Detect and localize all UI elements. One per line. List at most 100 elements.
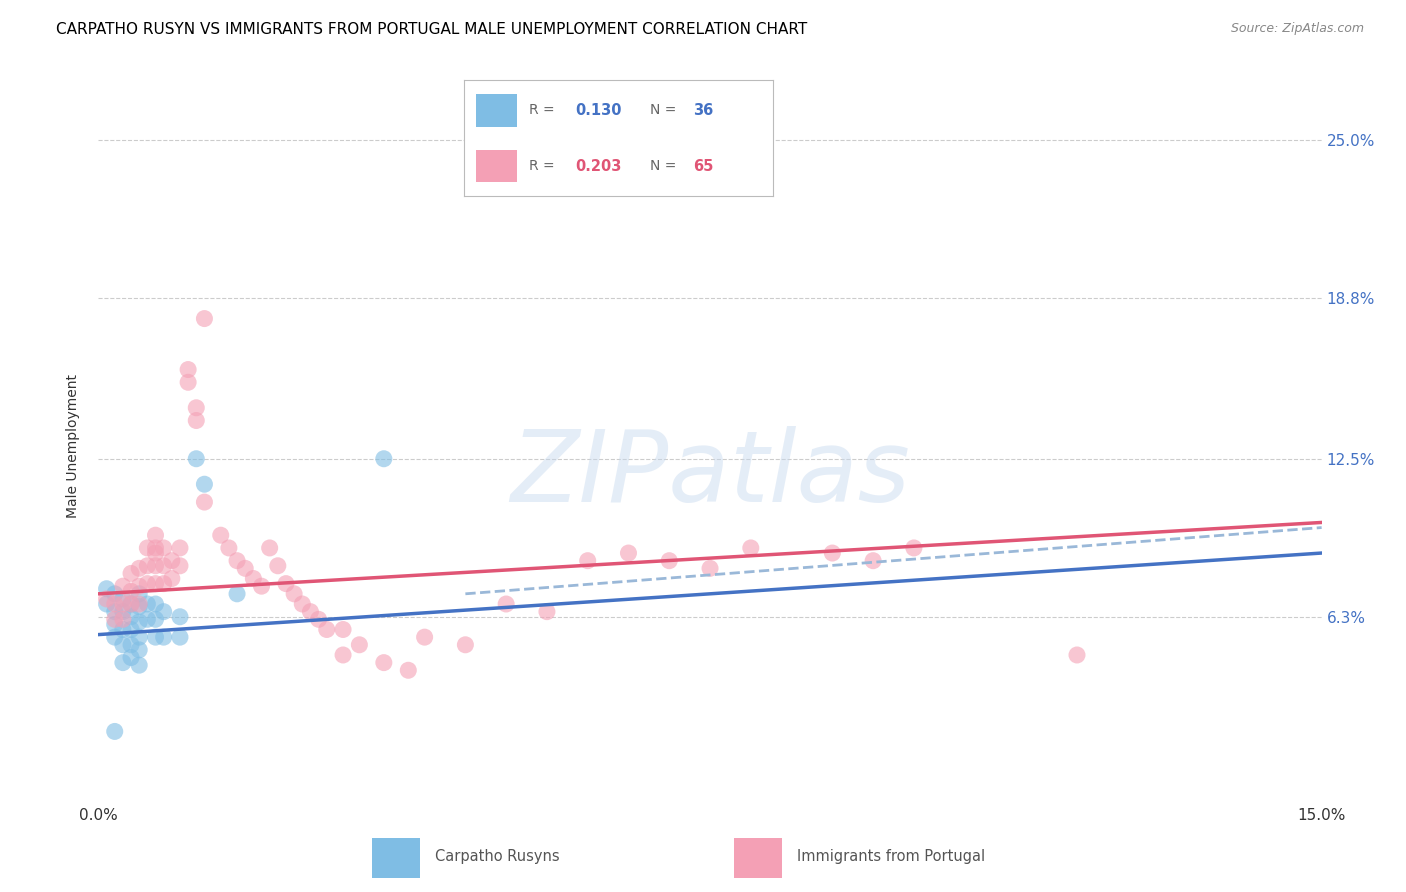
Point [396, 663, 419, 677]
Point [136, 597, 159, 611]
Point [177, 362, 200, 376]
Point [145, 541, 167, 555]
Point [136, 576, 159, 591]
Point [373, 451, 395, 466]
Point [104, 724, 127, 739]
Point [120, 650, 142, 665]
Text: 0.130: 0.130 [575, 103, 621, 118]
Point [128, 658, 150, 673]
Point [104, 612, 127, 626]
Point [128, 630, 150, 644]
Point [349, 638, 371, 652]
Point [120, 584, 142, 599]
FancyBboxPatch shape [734, 838, 782, 878]
Point [617, 546, 640, 560]
Point [299, 605, 322, 619]
Point [120, 597, 142, 611]
Point [536, 605, 558, 619]
Point [658, 554, 681, 568]
Point [104, 597, 127, 611]
Point [160, 572, 183, 586]
Point [136, 612, 159, 626]
Point [145, 528, 167, 542]
Point [495, 597, 517, 611]
Point [96, 582, 118, 596]
FancyBboxPatch shape [373, 838, 419, 878]
Point [111, 597, 134, 611]
Y-axis label: Male Unemployment: Male Unemployment [66, 374, 80, 518]
Point [128, 599, 150, 614]
Point [128, 615, 150, 629]
Point [250, 579, 273, 593]
Point [259, 541, 281, 555]
Point [128, 579, 150, 593]
Text: N =: N = [650, 103, 681, 118]
Point [111, 605, 134, 619]
Point [120, 566, 142, 581]
FancyBboxPatch shape [477, 150, 516, 182]
Point [152, 605, 174, 619]
Point [177, 376, 200, 390]
Point [96, 597, 118, 611]
Point [111, 579, 134, 593]
Text: Source: ZipAtlas.com: Source: ZipAtlas.com [1230, 22, 1364, 36]
Point [136, 558, 159, 573]
Point [169, 558, 191, 573]
Point [454, 638, 477, 652]
Point [242, 572, 264, 586]
Point [111, 623, 134, 637]
Point [145, 576, 167, 591]
Point [145, 597, 167, 611]
Point [128, 597, 150, 611]
Point [193, 477, 215, 491]
Point [120, 597, 142, 611]
Point [145, 546, 167, 560]
Point [111, 656, 134, 670]
Point [373, 656, 395, 670]
Point [120, 638, 142, 652]
Point [226, 587, 249, 601]
Point [136, 541, 159, 555]
Point [152, 576, 174, 591]
Point [186, 413, 208, 427]
Point [267, 558, 290, 573]
Point [413, 630, 436, 644]
Text: N =: N = [650, 159, 681, 173]
Point [145, 630, 167, 644]
Point [160, 554, 183, 568]
Text: Immigrants from Portugal: Immigrants from Portugal [797, 849, 986, 863]
Point [274, 576, 297, 591]
Point [111, 612, 134, 626]
Point [903, 541, 925, 555]
Point [193, 495, 215, 509]
Point [218, 541, 240, 555]
Point [186, 401, 208, 415]
Point [226, 554, 249, 568]
Text: 65: 65 [693, 159, 713, 174]
Point [145, 558, 167, 573]
Point [104, 605, 127, 619]
Point [152, 541, 174, 555]
Text: 0.203: 0.203 [575, 159, 621, 174]
Text: Carpatho Rusyns: Carpatho Rusyns [436, 849, 560, 863]
Point [128, 587, 150, 601]
Point [308, 612, 330, 626]
Point [120, 623, 142, 637]
Point [152, 630, 174, 644]
Point [169, 630, 191, 644]
Text: ZIPatlas: ZIPatlas [510, 426, 910, 523]
Point [862, 554, 884, 568]
Text: R =: R = [529, 159, 560, 173]
Point [699, 561, 721, 575]
Point [233, 561, 256, 575]
Point [291, 597, 314, 611]
Point [821, 546, 844, 560]
Point [128, 561, 150, 575]
Point [209, 528, 232, 542]
Point [104, 630, 127, 644]
Point [111, 591, 134, 606]
Point [576, 554, 599, 568]
Point [332, 648, 354, 662]
Point [332, 623, 354, 637]
FancyBboxPatch shape [477, 95, 516, 127]
